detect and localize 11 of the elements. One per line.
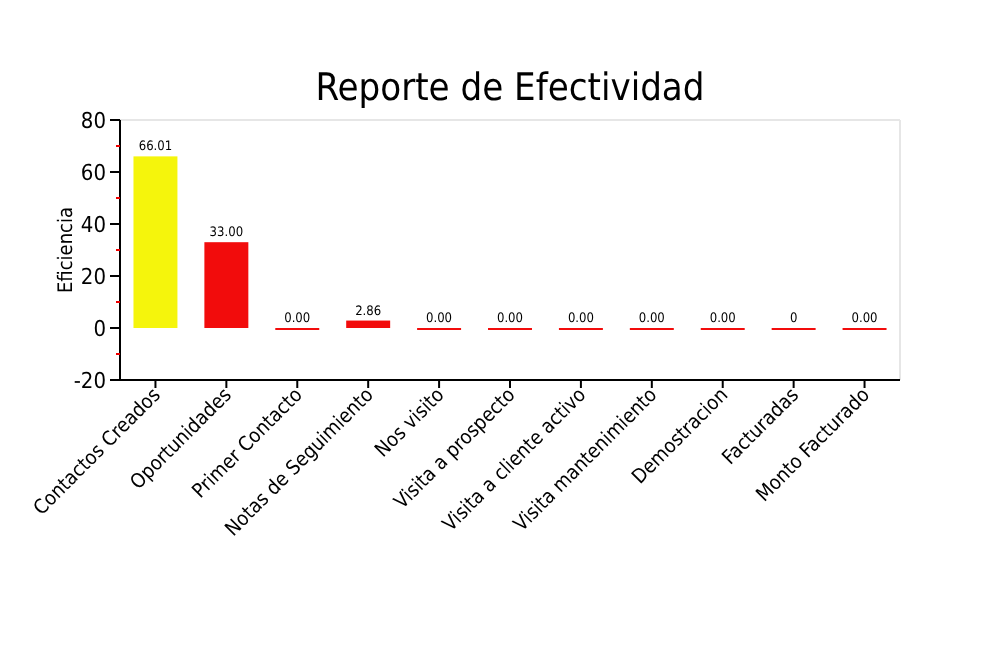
- bar: [204, 242, 249, 328]
- y-tick-label: 80: [80, 108, 106, 134]
- y-axis-title: Eficiencia: [56, 207, 78, 293]
- chart-title: Reporte de Efectividad: [315, 66, 705, 110]
- y-tick-label: 60: [80, 160, 106, 186]
- bar: [346, 320, 391, 328]
- y-tick-label: 20: [80, 264, 106, 290]
- y-tick-label: 0: [93, 316, 106, 342]
- y-tick-label: -20: [73, 368, 106, 394]
- bar: [133, 156, 178, 328]
- y-tick-label: 40: [80, 212, 106, 238]
